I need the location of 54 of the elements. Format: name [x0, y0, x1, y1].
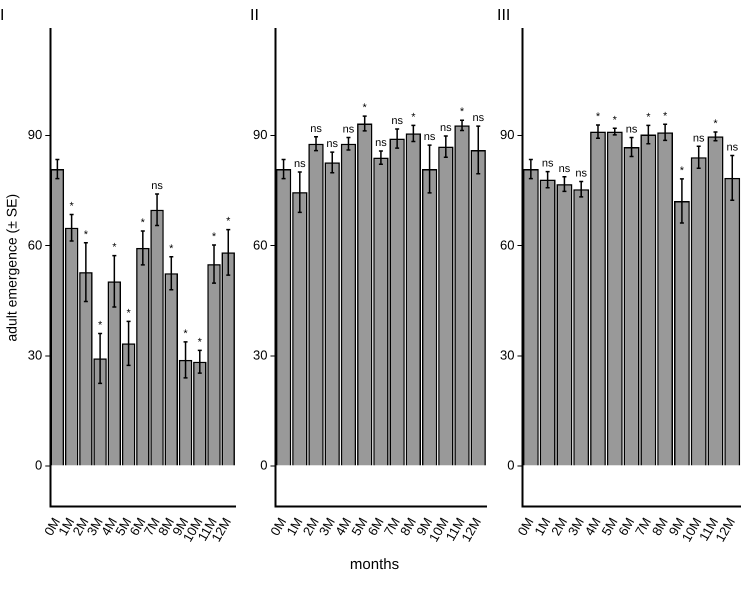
annotation: ns: [692, 132, 705, 144]
annotation: ns: [440, 122, 452, 134]
y-tick-label: 30: [28, 347, 42, 362]
annotation: *: [140, 217, 146, 230]
annotation: *: [169, 242, 174, 255]
y-tick-label: 0: [35, 458, 42, 473]
y-tick-label: 60: [500, 237, 514, 252]
annotation: ns: [375, 137, 388, 150]
y-tick-label: 30: [252, 347, 268, 362]
y-tick-label: 90: [28, 127, 42, 142]
annotation: ns: [472, 112, 485, 124]
annotation: *: [198, 336, 203, 348]
annotation: *: [662, 110, 668, 122]
annotation: *: [212, 231, 217, 244]
annotation: *: [411, 111, 416, 124]
annotation: ns: [558, 162, 571, 175]
annotation: *: [112, 242, 118, 254]
annotation: *: [126, 307, 132, 320]
y-tick-label: 90: [500, 127, 514, 142]
annotation: *: [183, 328, 188, 340]
annotation: *: [680, 164, 685, 177]
y-tick-label: 60: [252, 237, 268, 252]
x-axis-title: months: [348, 556, 400, 573]
x-tick-label: 0M: [514, 514, 537, 538]
annotation: ns: [575, 168, 588, 180]
annotation: *: [460, 106, 465, 118]
annotation: *: [713, 118, 718, 130]
chart-title: I: [0, 7, 4, 24]
y-tick-label: 0: [507, 458, 514, 473]
annotation: ns: [342, 123, 355, 136]
annotation: ns: [626, 123, 638, 136]
annotation: ns: [294, 158, 306, 170]
annotation: ns: [151, 180, 164, 192]
annotation: ns: [726, 141, 739, 154]
annotation: *: [646, 111, 652, 124]
y-tick-label: 90: [252, 127, 268, 142]
y-tick-label: 60: [28, 237, 42, 252]
annotation: ns: [326, 138, 339, 150]
annotation: ns: [391, 115, 404, 128]
annotation: *: [84, 228, 89, 241]
y-tick-label: 30: [500, 347, 514, 362]
annotation: *: [69, 200, 74, 213]
annotation: *: [98, 319, 103, 332]
annotation: *: [596, 111, 601, 124]
chart-title: III: [497, 7, 510, 24]
annotation: *: [362, 102, 368, 114]
y-axis-title: adult emergence (± SE): [3, 194, 20, 342]
annotation: ns: [424, 131, 436, 144]
chart-title: II: [250, 7, 259, 24]
annotation: *: [612, 114, 618, 126]
y-tick-label: 0: [260, 458, 268, 473]
annotation: ns: [542, 158, 554, 170]
annotation: *: [226, 216, 232, 228]
annotation: ns: [310, 122, 322, 135]
